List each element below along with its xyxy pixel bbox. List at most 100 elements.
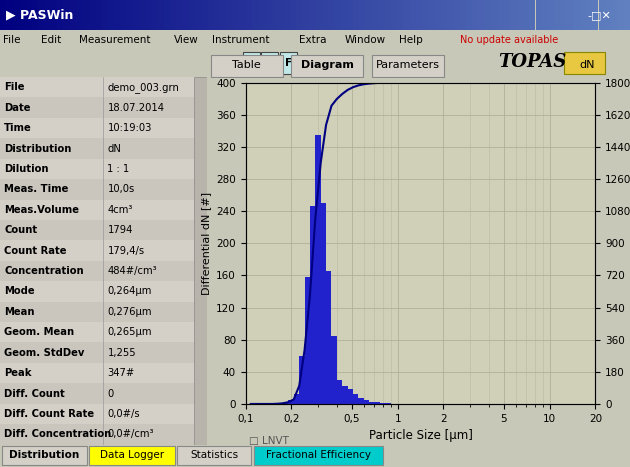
- Bar: [346, 0, 353, 30]
- Text: -□✕: -□✕: [587, 10, 611, 20]
- Bar: [380, 403, 386, 404]
- Bar: [523, 0, 529, 30]
- Bar: [277, 403, 283, 404]
- Bar: [284, 0, 290, 30]
- Text: Table: Table: [232, 60, 261, 71]
- Bar: [454, 0, 460, 30]
- Text: Geom. StdDev: Geom. StdDev: [4, 348, 84, 358]
- Bar: [289, 400, 294, 404]
- Text: demo_003.grn: demo_003.grn: [108, 82, 180, 93]
- Bar: [342, 386, 348, 404]
- Bar: [378, 0, 384, 30]
- Bar: [372, 55, 444, 77]
- Bar: [283, 403, 289, 404]
- Text: Dilution: Dilution: [4, 164, 49, 174]
- Bar: [598, 0, 605, 30]
- Bar: [315, 135, 321, 404]
- Bar: [2, 446, 87, 465]
- Bar: [358, 397, 364, 404]
- Bar: [510, 0, 517, 30]
- Bar: [0, 98, 207, 118]
- Bar: [214, 0, 220, 30]
- Bar: [567, 0, 573, 30]
- Bar: [391, 0, 397, 30]
- Bar: [416, 0, 422, 30]
- Bar: [0, 159, 207, 179]
- Bar: [239, 0, 246, 30]
- Text: Measurement: Measurement: [79, 35, 150, 45]
- Bar: [243, 52, 260, 74]
- Text: 179,4/s: 179,4/s: [108, 246, 144, 255]
- Bar: [233, 0, 239, 30]
- Bar: [428, 0, 435, 30]
- Bar: [189, 0, 195, 30]
- Bar: [321, 203, 326, 404]
- Text: □ LNVT: □ LNVT: [249, 436, 289, 446]
- Text: Diagram: Diagram: [301, 60, 353, 71]
- Bar: [384, 0, 391, 30]
- Bar: [0, 77, 207, 98]
- Bar: [139, 0, 145, 30]
- Text: 18.07.2014: 18.07.2014: [108, 103, 164, 113]
- Bar: [580, 0, 586, 30]
- Bar: [542, 0, 548, 30]
- Bar: [294, 394, 299, 404]
- Bar: [592, 0, 598, 30]
- Text: ▶ PASWin: ▶ PASWin: [6, 9, 74, 21]
- Text: Diff. Concentration: Diff. Concentration: [4, 429, 112, 439]
- Bar: [517, 0, 523, 30]
- Bar: [403, 0, 410, 30]
- Text: Meas.Volume: Meas.Volume: [4, 205, 79, 215]
- Bar: [348, 389, 353, 404]
- Text: Help: Help: [399, 35, 423, 45]
- Text: 0,276µm: 0,276µm: [108, 307, 152, 317]
- Bar: [0, 322, 207, 342]
- Text: Statistics: Statistics: [190, 450, 238, 460]
- Bar: [176, 0, 183, 30]
- Bar: [208, 0, 214, 30]
- Text: S: S: [266, 58, 274, 68]
- Bar: [170, 0, 176, 30]
- Bar: [561, 0, 567, 30]
- Bar: [246, 0, 252, 30]
- Text: Diff. Count Rate: Diff. Count Rate: [4, 409, 94, 419]
- Bar: [32, 0, 38, 30]
- Bar: [0, 220, 207, 241]
- Bar: [25, 0, 32, 30]
- Text: File: File: [3, 35, 21, 45]
- Text: 10:19:03: 10:19:03: [108, 123, 152, 133]
- Bar: [13, 0, 19, 30]
- Bar: [536, 0, 542, 30]
- Text: 10,0s: 10,0s: [108, 184, 135, 194]
- Text: No update available: No update available: [460, 35, 558, 45]
- Bar: [498, 0, 504, 30]
- Bar: [50, 0, 57, 30]
- Text: Geom. Mean: Geom. Mean: [4, 327, 74, 337]
- Text: Mean: Mean: [4, 307, 35, 317]
- Bar: [252, 0, 258, 30]
- Bar: [328, 0, 334, 30]
- Text: TOPAS: TOPAS: [498, 54, 566, 71]
- Text: 0,264µm: 0,264µm: [108, 286, 152, 297]
- Bar: [89, 446, 175, 465]
- Text: Meas. Time: Meas. Time: [4, 184, 69, 194]
- Text: Distribution: Distribution: [4, 143, 72, 154]
- Bar: [6, 0, 13, 30]
- Bar: [0, 138, 207, 159]
- Text: Data Logger: Data Logger: [100, 450, 164, 460]
- Bar: [491, 0, 498, 30]
- Bar: [369, 402, 374, 404]
- Bar: [94, 0, 101, 30]
- Bar: [0, 404, 207, 424]
- Bar: [359, 0, 365, 30]
- Text: dN: dN: [579, 60, 595, 71]
- Bar: [353, 0, 359, 30]
- Bar: [145, 0, 151, 30]
- Text: 1 : 1: 1 : 1: [108, 164, 130, 174]
- Bar: [0, 424, 207, 445]
- Bar: [554, 0, 561, 30]
- Text: Peak: Peak: [4, 368, 32, 378]
- Text: Date: Date: [4, 103, 31, 113]
- Bar: [529, 0, 535, 30]
- Bar: [353, 394, 358, 404]
